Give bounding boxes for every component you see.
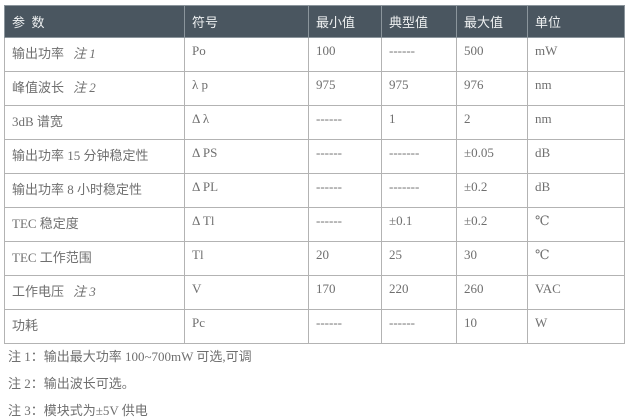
param-cell: 输出功率 15 分钟稳定性 <box>4 139 185 174</box>
min-cell: ------ <box>308 173 382 208</box>
max-cell: ±0.2 <box>456 207 528 242</box>
typ-cell: ±0.1 <box>381 207 457 242</box>
param-label: 3dB 谱宽 <box>12 114 63 129</box>
unit-cell: dB <box>527 173 625 208</box>
min-cell: 100 <box>308 37 382 72</box>
typ-cell: 220 <box>381 275 457 310</box>
symbol-cell: Pc <box>184 309 309 344</box>
symbol-cell: V <box>184 275 309 310</box>
max-cell: 30 <box>456 241 528 276</box>
max-cell: 2 <box>456 105 528 140</box>
param-label: 输出功率 15 分钟稳定性 <box>12 148 149 163</box>
param-cell: 工作电压注 3 <box>4 275 185 310</box>
note-reference: 注 1 <box>73 46 96 61</box>
spec-table: 参 数 符号 最小值 典型值 最大值 单位 输出功率注 1 Po 100 ------… <box>4 5 625 344</box>
unit-cell: dB <box>527 139 625 174</box>
footnote-2: 注 2：输出波长可选。 <box>8 376 135 391</box>
max-cell: ±0.05 <box>456 139 528 174</box>
min-cell: ------ <box>308 105 382 140</box>
param-label: 输出功率 8 小时稳定性 <box>12 182 143 197</box>
param-cell: 功耗 <box>4 309 185 344</box>
typ-cell: ------- <box>381 173 457 208</box>
param-label: 输出功率 <box>12 46 65 61</box>
symbol-cell: λ p <box>184 71 309 106</box>
table-row: 3dB 谱宽 Δ λ ------ 1 2 nm <box>4 105 625 140</box>
spec-table-header: 参 数 符号 最小值 典型值 最大值 单位 <box>4 5 625 38</box>
unit-cell: nm <box>527 71 625 106</box>
max-cell: 976 <box>456 71 528 106</box>
footnotes: 注 1：输出最大功率 100~700mW 可选,可调 注 2：输出波长可选。 注… <box>8 349 252 419</box>
max-cell: 260 <box>456 275 528 310</box>
symbol-cell: Δ Tl <box>184 207 309 242</box>
symbol-cell: Δ PS <box>184 139 309 174</box>
table-row: 功耗 Pc ------ ------ 10 W <box>4 309 625 344</box>
min-cell: ------ <box>308 309 382 344</box>
column-header-min: 最小值 <box>308 5 382 38</box>
footnote-3: 注 3：模块式为±5V 供电 <box>8 403 148 418</box>
typ-cell: ------ <box>381 309 457 344</box>
header-row: 参 数 符号 最小值 典型值 最大值 单位 <box>4 5 625 38</box>
column-header-symbol: 符号 <box>184 5 309 38</box>
note-reference: 注 3 <box>73 284 96 299</box>
param-label: TEC 工作范围 <box>12 250 92 265</box>
min-cell: ------ <box>308 139 382 174</box>
param-label: 峰值波长 <box>12 80 65 95</box>
table-row: 输出功率 8 小时稳定性 Δ PL ------ ------- ±0.2 dB <box>4 173 625 208</box>
typ-cell: 1 <box>381 105 457 140</box>
symbol-cell: Po <box>184 37 309 72</box>
typ-cell: 975 <box>381 71 457 106</box>
min-cell: 975 <box>308 71 382 106</box>
max-cell: 10 <box>456 309 528 344</box>
unit-cell: VAC <box>527 275 625 310</box>
param-label: 工作电压 <box>12 284 65 299</box>
table-row: 输出功率 15 分钟稳定性 Δ PS ------ ------- ±0.05 dB <box>4 139 625 174</box>
typ-cell: 25 <box>381 241 457 276</box>
unit-cell: ℃ <box>527 207 625 242</box>
unit-cell: mW <box>527 37 625 72</box>
symbol-cell: Tl <box>184 241 309 276</box>
param-cell: TEC 稳定度 <box>4 207 185 242</box>
param-cell: TEC 工作范围 <box>4 241 185 276</box>
note-reference: 注 2 <box>73 80 96 95</box>
table-row: 工作电压注 3 V 170 220 260 VAC <box>4 275 625 310</box>
max-cell: ±0.2 <box>456 173 528 208</box>
param-cell: 3dB 谱宽 <box>4 105 185 140</box>
column-header-typical: 典型值 <box>381 5 457 38</box>
column-header-max: 最大值 <box>456 5 528 38</box>
param-cell: 峰值波长注 2 <box>4 71 185 106</box>
column-header-unit: 单位 <box>527 5 625 38</box>
param-label: 功耗 <box>12 318 39 333</box>
param-cell: 输出功率 8 小时稳定性 <box>4 173 185 208</box>
symbol-cell: Δ PL <box>184 173 309 208</box>
typ-cell: ------ <box>381 37 457 72</box>
min-cell: 20 <box>308 241 382 276</box>
symbol-cell: Δ λ <box>184 105 309 140</box>
table-row: TEC 稳定度 Δ Tl ------ ±0.1 ±0.2 ℃ <box>4 207 625 242</box>
param-cell: 输出功率注 1 <box>4 37 185 72</box>
footnote-1: 注 1：输出最大功率 100~700mW 可选,可调 <box>8 349 252 364</box>
column-header-parameter: 参 数 <box>4 5 185 38</box>
typ-cell: ------- <box>381 139 457 174</box>
min-cell: ------ <box>308 207 382 242</box>
max-cell: 500 <box>456 37 528 72</box>
min-cell: 170 <box>308 275 382 310</box>
table-row: 输出功率注 1 Po 100 ------ 500 mW <box>4 37 625 72</box>
unit-cell: W <box>527 309 625 344</box>
table-row: TEC 工作范围 Tl 20 25 30 ℃ <box>4 241 625 276</box>
unit-cell: nm <box>527 105 625 140</box>
param-label: TEC 稳定度 <box>12 216 79 231</box>
unit-cell: ℃ <box>527 241 625 276</box>
